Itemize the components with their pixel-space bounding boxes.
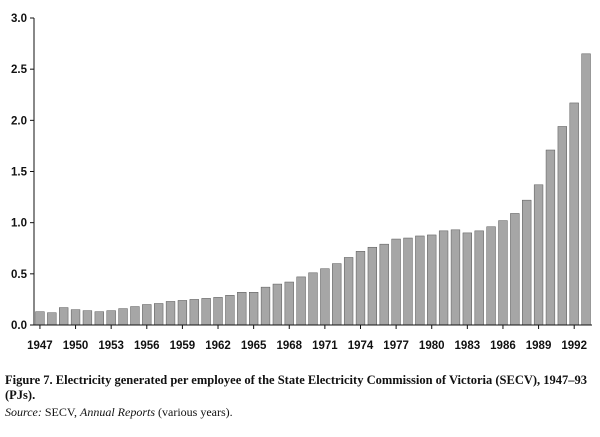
bar-1965 (249, 292, 259, 326)
x-tick-label: 1953 (98, 340, 124, 352)
bar-1950 (70, 309, 81, 326)
y-axis: 0.0 0.5 1.0 1.5 2.0 2.5 3.0 (11, 13, 35, 332)
bar-1951 (82, 310, 93, 326)
figure-caption: Figure 7. Electricity generated per empl… (5, 373, 588, 402)
source-title: Annual Reports (80, 405, 156, 419)
bar-1993 (581, 53, 591, 326)
bar-1959 (177, 300, 188, 326)
bar-1967 (272, 283, 283, 326)
bar-1952 (94, 311, 104, 326)
bar-1962 (213, 297, 223, 326)
x-tick-label: 1992 (561, 340, 587, 352)
bar-1954 (118, 308, 128, 326)
bar-1960 (189, 299, 199, 326)
bars-group (35, 53, 591, 326)
bar-1990 (545, 149, 556, 326)
y-tick-label: 0.0 (11, 320, 27, 332)
x-tick-label: 1971 (312, 340, 338, 352)
bar-1972 (332, 263, 342, 326)
bar-1992 (569, 102, 579, 326)
x-tick-label: 1968 (276, 340, 302, 352)
bar-1985 (486, 226, 496, 326)
x-tick-label: 1947 (27, 340, 53, 352)
bar-1964 (237, 292, 247, 326)
x-tick-label: 1962 (205, 340, 231, 352)
x-tick-label: 1950 (63, 340, 89, 352)
bar-1961 (201, 298, 211, 326)
bar-1958 (165, 301, 176, 326)
bar-1983 (462, 232, 472, 326)
y-tick-label: 2.0 (11, 115, 27, 127)
source-label: Source: (5, 405, 42, 419)
source-note: Source: SECV, Annual Reports (various ye… (5, 405, 595, 420)
bar-1947 (35, 311, 45, 326)
bar-1980 (427, 234, 437, 326)
bar-1991 (557, 126, 567, 326)
bar-1989 (533, 184, 544, 326)
bar-1986 (498, 220, 508, 326)
bar-1982 (450, 229, 461, 326)
x-tick-label: 1983 (455, 340, 481, 352)
bar-1971 (320, 268, 330, 326)
y-tick-label: 0.5 (11, 269, 28, 281)
bar-1956 (142, 304, 152, 326)
bar-1949 (59, 307, 69, 326)
x-tick-label: 1956 (134, 340, 160, 352)
bar-1977 (391, 238, 401, 326)
x-tick-label: 1974 (348, 340, 374, 352)
bar-1948 (47, 312, 57, 326)
y-tick-label: 2.5 (11, 64, 28, 76)
bar-1984 (474, 230, 484, 326)
source-rest: (various years). (155, 405, 233, 419)
y-tick-label: 3.0 (11, 13, 27, 25)
bar-1966 (260, 286, 271, 326)
y-tick-label: 1.0 (11, 218, 27, 230)
bar-1963 (225, 295, 235, 326)
bar-1975 (367, 246, 378, 326)
bar-1979 (415, 235, 425, 326)
bar-1955 (130, 306, 140, 326)
bar-1968 (284, 281, 294, 326)
bar-1987 (510, 213, 520, 326)
x-tick-label: 1977 (383, 340, 409, 352)
bar-1970 (308, 272, 318, 326)
bar-1974 (355, 251, 366, 326)
x-tick-label: 1989 (526, 340, 552, 352)
bar-1973 (343, 257, 354, 326)
x-tick-label: 1986 (490, 340, 516, 352)
bar-1988 (522, 199, 532, 326)
bar-1981 (438, 230, 449, 326)
source-org: SECV, (41, 405, 81, 419)
bar-1969 (296, 276, 306, 326)
x-tick-label: 1965 (241, 340, 267, 352)
x-axis: 1947 1950 1953 1956 1959 1962 1965 1968 1971 1974… (27, 324, 592, 352)
bar-chart: 0.00.51.01.52.02.53.0 1947 1950 1953 1956 19… (11, 13, 592, 352)
bar-1957 (154, 303, 164, 326)
bar-1976 (379, 243, 389, 326)
x-tick-label: 1980 (419, 340, 445, 352)
bar-1953 (106, 310, 116, 326)
x-tick-label: 1959 (170, 340, 196, 352)
bar-1978 (403, 237, 413, 326)
y-tick-label: 1.5 (11, 167, 28, 179)
